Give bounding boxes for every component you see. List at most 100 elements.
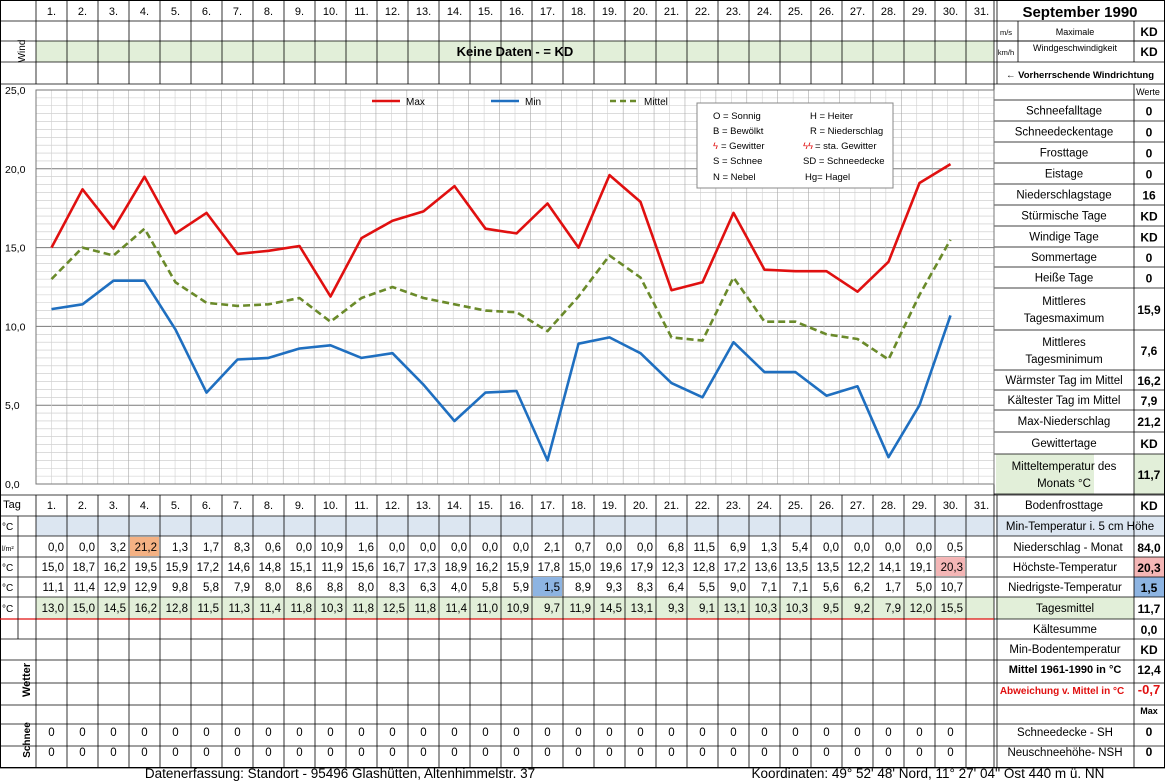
min-5cm-band [36, 516, 994, 536]
day-header-bottom: 17. [540, 500, 555, 512]
mittel-cell: 12,5 [383, 603, 405, 615]
day-header: 26. [819, 6, 834, 18]
bottom-day-header: 1. 2. 3. 4. 5. 6. 7. 8. 9. 10. 11. 12. 13. 14. 15. 16. 1… [47, 500, 989, 512]
niedrigst-cell: 1,7 [885, 582, 901, 594]
mittel-cell: 11,3 [228, 603, 250, 615]
stat-label: Frosttage [1040, 148, 1089, 160]
hoechst-cell: 19,6 [600, 562, 622, 574]
stat-value: 0 [1146, 251, 1153, 265]
legend-mittel-label: Mittel [644, 97, 668, 108]
hoechst-value: 20,3 [1137, 561, 1161, 575]
stat-label: Max-Niederschlag [1018, 416, 1111, 428]
day-header-bottom: 31. [974, 500, 989, 512]
hoechst-cell: 17,3 [414, 562, 436, 574]
tagesmittel-band [36, 597, 994, 619]
mittel-cell: 11,5 [197, 603, 219, 615]
wind-unit-kmh: km/h [998, 48, 1014, 57]
mittel-cell: 14,5 [600, 603, 622, 615]
schneedecke-cell: 0 [699, 727, 705, 739]
niedrigst-cell: 8,3 [389, 582, 405, 594]
day-header-bottom: 28. [881, 500, 896, 512]
hoechst-cell: 17,8 [538, 562, 560, 574]
day-header: 18. [571, 6, 586, 18]
neuschnee-cell: 0 [885, 747, 891, 759]
stat-label: Bodenfrosttage [1025, 500, 1103, 512]
neuschnee-value: 0 [1146, 745, 1153, 759]
stat-label: Eistage [1045, 169, 1083, 181]
mittel-cell: 11,8 [290, 603, 312, 615]
niedrigst-cell: 5,0 [916, 582, 932, 594]
wind-direction-label: ← Vorherrschende Windrichtung [1006, 70, 1154, 81]
thunder-icon: ϟ [713, 141, 718, 152]
hoechst-highlight [936, 557, 965, 576]
stat-label: Tagesmaximum [1024, 313, 1105, 325]
mittel-cell: 9,1 [699, 603, 715, 615]
legend-niederschlag: R = Niederschlag [810, 126, 883, 137]
mittel-cell: 10,3 [786, 603, 808, 615]
mittel-cell: 15,5 [941, 603, 963, 615]
stat-label: Gewittertage [1031, 438, 1096, 450]
day-header-bottom: 29. [912, 500, 927, 512]
hoechst-cell: 12,8 [693, 562, 715, 574]
schneedecke-cell: 0 [606, 727, 612, 739]
stat-label: Monats °C [1037, 478, 1091, 490]
stat-value: 11,7 [1138, 468, 1161, 482]
mittel-cell: 9,5 [823, 603, 839, 615]
day-header-bottom: 12. [385, 500, 400, 512]
day-header: 30. [943, 6, 958, 18]
mittel-1961-label: Mittel 1961-1990 in °C [1009, 664, 1122, 676]
wind-max-label-1: Maximale [1056, 27, 1095, 37]
day-header: 27. [850, 6, 865, 18]
y-tick-label: 20,0 [5, 164, 26, 176]
neuschnee-cell: 0 [544, 747, 550, 759]
day-header-bottom: 15. [478, 500, 493, 512]
day-header: 2. [78, 6, 87, 18]
mittel-cell: 11,4 [259, 603, 281, 615]
table-rows: 0,0 0,0 3,2 21,2 1,3 1,7 8,3 0,6 0,0 10,9 1,6 0,0 0,… [42, 537, 965, 759]
schneedecke-cell: 0 [885, 727, 891, 739]
hoechst-cell: 15,9 [507, 562, 529, 574]
day-header: 3. [109, 6, 118, 18]
schneedecke-cell: 0 [172, 727, 178, 739]
neuschnee-cell: 0 [110, 747, 116, 759]
neuschnee-cell: 0 [358, 747, 364, 759]
stat-label: Schneedeckentage [1015, 127, 1113, 139]
day-header: 4. [140, 6, 149, 18]
chart-legend: Max Min Mittel [372, 97, 668, 108]
day-header: 29. [912, 6, 927, 18]
day-header-bottom: 23. [726, 500, 741, 512]
schneedecke-cell: 0 [854, 727, 860, 739]
day-header: 11. [354, 6, 368, 18]
stat-value: KD [1140, 231, 1158, 245]
mittel-cell: 12,0 [910, 603, 932, 615]
schneedecke-cell: 0 [451, 727, 457, 739]
day-header-bottom: 7. [233, 500, 242, 512]
day-header: 28. [881, 6, 896, 18]
page-title: September 1990 [1022, 4, 1137, 21]
y-tick-label: 10,0 [5, 321, 26, 333]
stats-list: Schneefalltage 0 Schneedeckentage 0 Frosttag… [1005, 105, 1161, 514]
legend-heiter: H = Heiter [810, 111, 853, 122]
day-header-bottom: 2. [78, 500, 87, 512]
niedrigst-cell: 6,4 [668, 582, 685, 594]
mittel-cell: 16,2 [135, 603, 157, 615]
weather-legend-frame [696, 102, 894, 189]
legend-sta-gewitter: = sta. Gewitter [815, 141, 877, 152]
niedrigst-cell: 8,0 [358, 582, 374, 594]
day-header: 21. [664, 6, 679, 18]
schneedecke-cell: 0 [482, 727, 488, 739]
day-header: 5. [171, 6, 180, 18]
row-units: °C l/m² °C °C °C [2, 522, 14, 615]
day-header: 7. [233, 6, 242, 18]
hoechst-cell: 16,2 [104, 562, 126, 574]
mittel-cell: 13,1 [631, 603, 653, 615]
tagesmittel-value: 11,7 [1138, 602, 1161, 616]
hoechst-cell: 12,2 [848, 562, 870, 574]
hoechst-value-bg [1134, 557, 1164, 577]
day-header: 14. [447, 6, 462, 18]
y-axis-ticks: 0,0 5,0 10,0 15,0 20,0 25,0 [5, 85, 26, 491]
schneedecke-label: Schneedecke - SH [1017, 727, 1113, 739]
niederschlag-cell: 0,0 [451, 542, 467, 554]
schneedecke-cell: 0 [761, 727, 767, 739]
stat-value: 16 [1142, 189, 1156, 203]
